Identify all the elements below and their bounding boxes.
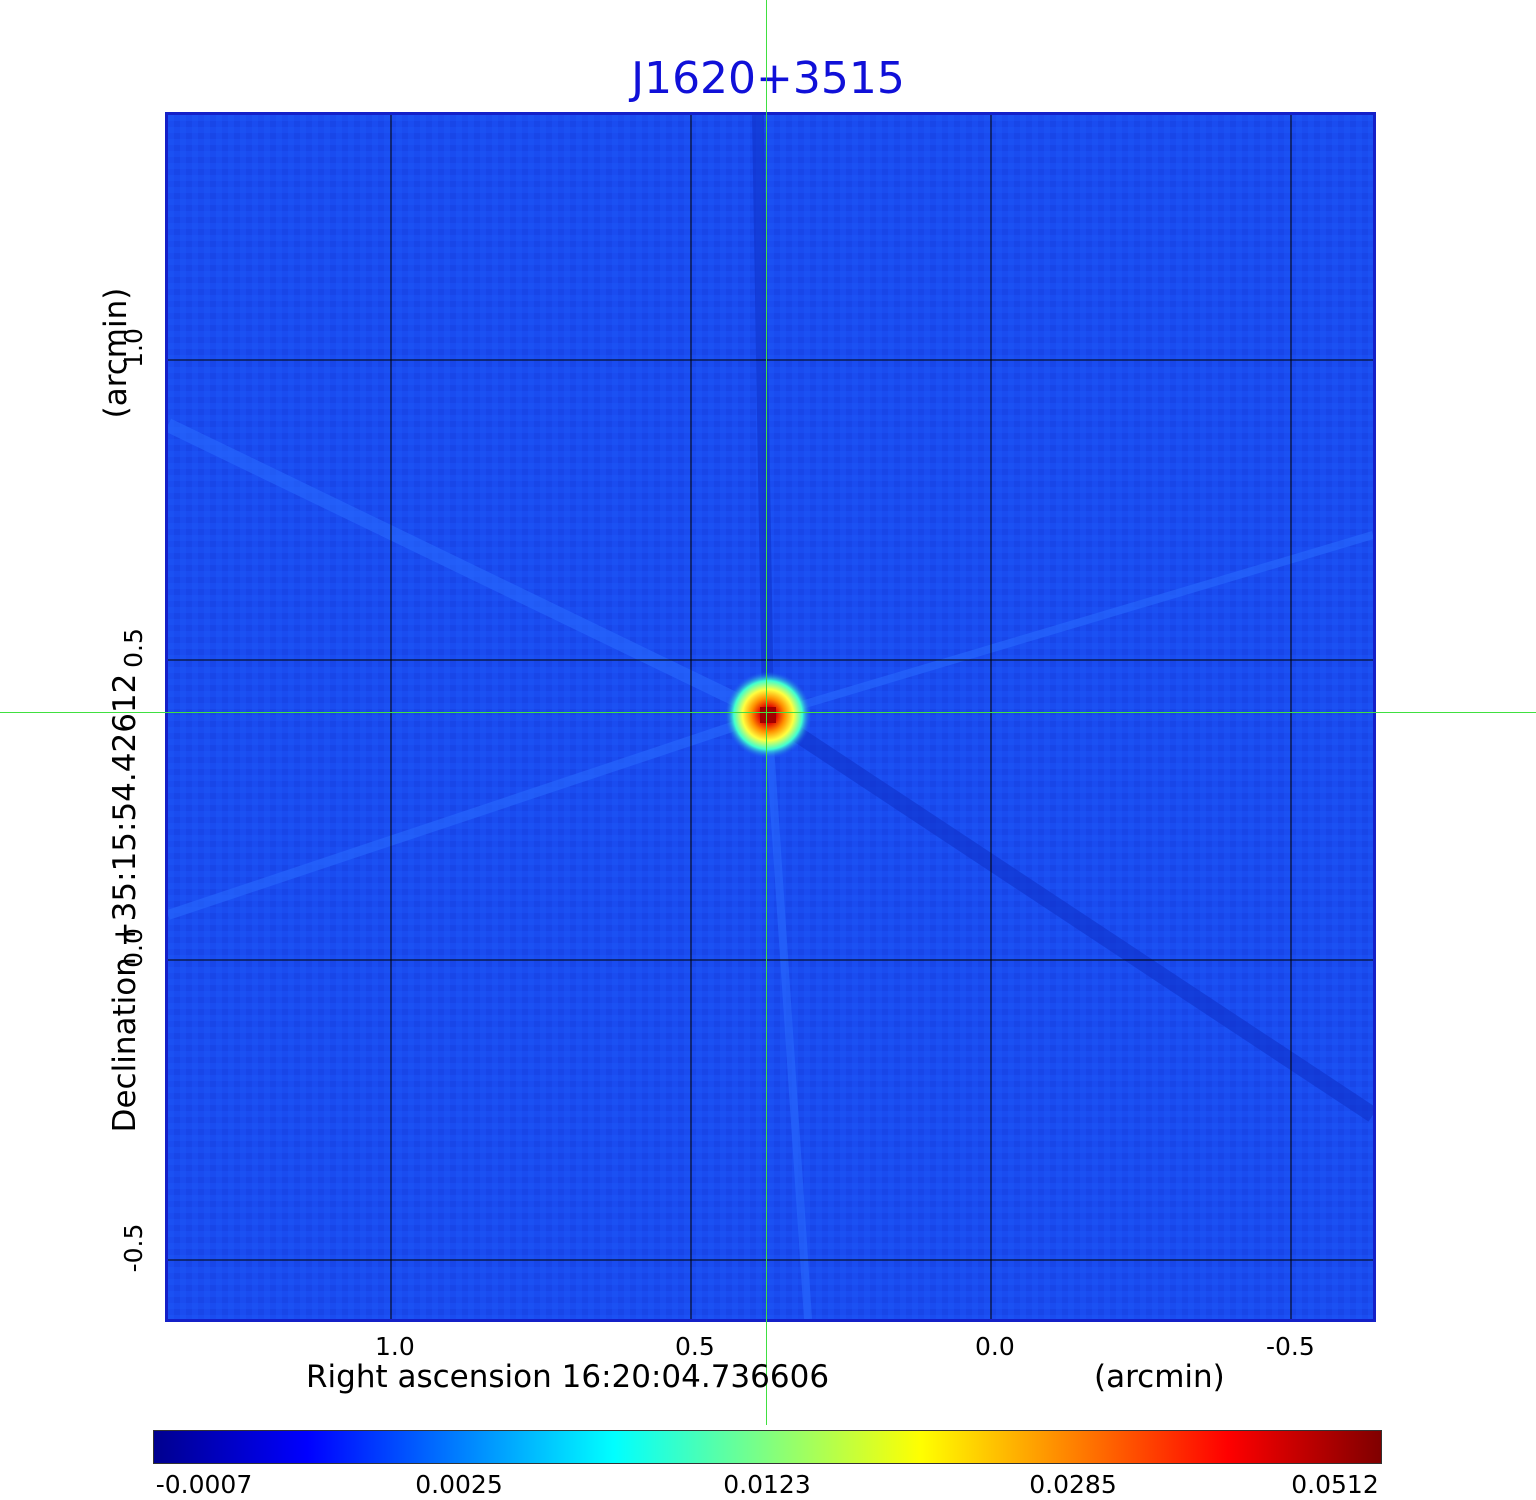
- sky-image: [168, 115, 1373, 1319]
- colorbar-tick-label: -0.0007: [155, 1470, 253, 1499]
- y-tick-label: 1.0: [119, 328, 148, 368]
- colorbar-tick-label: 0.0512: [1291, 1470, 1379, 1499]
- y-tick-label: 0.0: [119, 928, 148, 968]
- image-title: J1620+3515: [631, 53, 905, 104]
- colorbar: [153, 1430, 1382, 1464]
- sidelobe-streaks: [168, 115, 1373, 1319]
- coordinate-grid: [168, 115, 1373, 1319]
- sky-image-panel[interactable]: [165, 112, 1376, 1322]
- crosshair-horizontal: [0, 712, 1536, 713]
- x-tick-label: 0.0: [975, 1332, 1015, 1361]
- colorbar-tick-label: 0.0285: [1029, 1470, 1117, 1499]
- x-axis-unit: (arcmin): [1094, 1359, 1225, 1395]
- y-tick-label: -0.5: [119, 1223, 148, 1273]
- colorbar-tick-label: 0.0025: [415, 1470, 503, 1499]
- crosshair-vertical: [766, 0, 767, 1425]
- y-tick-label: 0.5: [119, 628, 148, 668]
- radio-source-peak: [760, 707, 776, 723]
- x-tick-label: -0.5: [1266, 1332, 1315, 1361]
- x-axis-label: Right ascension 16:20:04.736606: [306, 1359, 830, 1395]
- colorbar-tick-label: 0.0123: [723, 1470, 811, 1499]
- x-tick-label: 1.0: [375, 1332, 415, 1361]
- x-tick-label: 0.5: [675, 1332, 715, 1361]
